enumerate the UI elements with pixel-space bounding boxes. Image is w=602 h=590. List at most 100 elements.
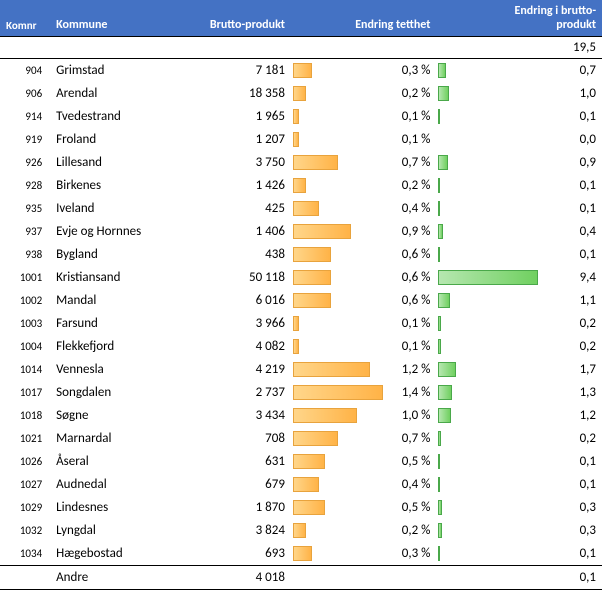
table-row[interactable]: 904Grimstad7 1810,3 %0,7 [0, 59, 602, 83]
table-row[interactable]: 919Froland1 2070,1 %0,0 [0, 128, 602, 151]
cell-kommune: Bygland [50, 243, 185, 266]
cell-kommune: Marnardal [50, 427, 185, 450]
bar-cell [436, 450, 546, 473]
bar-cell [291, 289, 391, 312]
table-row[interactable]: 1001Kristiansand50 1180,6 %9,4 [0, 266, 602, 289]
col-komnr[interactable]: Komnr [0, 0, 50, 37]
table-row[interactable]: 937Evje og Hornnes1 4060,9 %0,4 [0, 220, 602, 243]
cell-tetthet: 0,1 % [391, 335, 436, 358]
table-row[interactable]: 1027Audnedal679 0,4 % 0,1 [0, 473, 602, 496]
cell-brutto: 4 219 [186, 358, 291, 381]
cell-kommune: Vennesla [50, 358, 185, 381]
table-row[interactable]: 1017Songdalen2 7371,4 %1,3 [0, 381, 602, 404]
cell-komnr: 1014 [0, 358, 50, 381]
cell-brutto: 693 [186, 542, 291, 566]
cell-tetthet: 0,3 % [391, 542, 436, 566]
bar-cell [436, 404, 546, 427]
table-row[interactable]: 1026Åseral6310,5 %0,1 [0, 450, 602, 473]
table-row[interactable]: 914Tvedestrand1 9650,1 %0,1 [0, 105, 602, 128]
cell-prod: 0,3 [547, 519, 602, 542]
bar-cell [436, 105, 546, 128]
cell-komnr: 1027 [0, 473, 50, 496]
cell-prod: 1,2 [547, 404, 602, 427]
table-row[interactable]: 926Lillesand3 7500,7 %0,9 [0, 151, 602, 174]
table-row[interactable]: 938Bygland4380,6 %0,1 [0, 243, 602, 266]
cell-prod: 0,2 [547, 335, 602, 358]
bar-cell [436, 197, 546, 220]
cell-prod: 0,1 [547, 473, 602, 496]
cell-tetthet: 0,5 % [391, 496, 436, 519]
cell-komnr [0, 566, 50, 590]
cell-komnr: 919 [0, 128, 50, 151]
cell-kommune: Evje og Hornnes [50, 220, 185, 243]
bar-cell [291, 542, 391, 566]
bar-cell [436, 59, 546, 83]
cell-komnr: 1004 [0, 335, 50, 358]
cell-brutto: 6 016 [186, 289, 291, 312]
bar-cell [436, 128, 546, 151]
cell-prod: 0,1 [547, 197, 602, 220]
cell-kommune: Audnedal [50, 473, 185, 496]
cell-prod: 0,2 [547, 312, 602, 335]
col-endring-brutto[interactable]: Endring i brutto-produkt [436, 0, 602, 37]
bar-cell [436, 220, 546, 243]
bar-cell [436, 243, 546, 266]
total-value: 19,5 [547, 37, 602, 59]
bar-cell [291, 151, 391, 174]
cell-kommune: Søgne [50, 404, 185, 427]
cell-tetthet: 0,4 % [391, 473, 436, 496]
cell-tetthet: 0,9 % [391, 220, 436, 243]
cell-komnr: 906 [0, 82, 50, 105]
cell-brutto: 3 750 [186, 151, 291, 174]
col-brutto[interactable]: Brutto-produkt [186, 0, 291, 37]
cell-prod: 1,0 [547, 82, 602, 105]
bar-cell [291, 128, 391, 151]
andre-row[interactable]: Andre4 0180,1 [0, 566, 602, 590]
table-row[interactable]: 1018Søgne3 4341,0 %1,2 [0, 404, 602, 427]
bar-cell [291, 266, 391, 289]
table-row[interactable]: 1029Lindesnes1 8700,5 %0,3 [0, 496, 602, 519]
cell-komnr: 904 [0, 59, 50, 83]
table-row[interactable]: 1003Farsund3 9660,1 %0,2 [0, 312, 602, 335]
cell-komnr: 1026 [0, 450, 50, 473]
table-row[interactable]: 1021Marnardal7080,7 %0,2 [0, 427, 602, 450]
cell-prod: 0,3 [547, 496, 602, 519]
table-row[interactable]: 1002Mandal6 0160,6 %1,1 [0, 289, 602, 312]
bar-cell [291, 566, 391, 590]
bar-cell [436, 473, 546, 496]
kommune-table: Komnr Kommune Brutto-produkt Endring tet… [0, 0, 602, 590]
cell-tetthet: 1,0 % [391, 404, 436, 427]
bar-cell [436, 496, 546, 519]
cell-tetthet: 1,4 % [391, 381, 436, 404]
cell-tetthet: 0,2 % [391, 519, 436, 542]
bar-cell [291, 404, 391, 427]
table-body: 19,5 904Grimstad7 1810,3 %0,7906Arendal1… [0, 37, 602, 590]
cell-komnr: 1029 [0, 496, 50, 519]
col-endring-tetthet[interactable]: Endring tetthet [291, 0, 436, 37]
cell-prod: 0,9 [547, 151, 602, 174]
cell-tetthet: 0,1 % [391, 312, 436, 335]
col-kommune[interactable]: Kommune [50, 0, 185, 37]
table-row[interactable]: 935Iveland4250,4 %0,1 [0, 197, 602, 220]
cell-prod: 0,7 [547, 59, 602, 83]
cell-tetthet: 0,6 % [391, 266, 436, 289]
table-row[interactable]: 1032Lyngdal3 8240,2 %0,3 [0, 519, 602, 542]
cell-brutto: 708 [186, 427, 291, 450]
cell-kommune: Froland [50, 128, 185, 151]
table-row[interactable]: 906Arendal18 3580,2 %1,0 [0, 82, 602, 105]
cell-brutto: 679 [186, 473, 291, 496]
cell-brutto: 3 434 [186, 404, 291, 427]
table-row[interactable]: 928Birkenes1 4260,2 %0,1 [0, 174, 602, 197]
bar-cell [291, 381, 391, 404]
table-row[interactable]: 1004Flekkefjord4 0820,1 %0,2 [0, 335, 602, 358]
table-row[interactable]: 1014Vennesla4 2191,2 %1,7 [0, 358, 602, 381]
bar-cell [436, 427, 546, 450]
bar-cell [291, 335, 391, 358]
bar-cell [436, 542, 546, 566]
bar-cell [291, 427, 391, 450]
cell-tetthet: 0,1 % [391, 128, 436, 151]
table-row[interactable]: 1034Hægebostad6930,3 %0,1 [0, 542, 602, 566]
cell-tetthet: 0,6 % [391, 243, 436, 266]
cell-kommune: Lindesnes [50, 496, 185, 519]
bar-cell [436, 151, 546, 174]
